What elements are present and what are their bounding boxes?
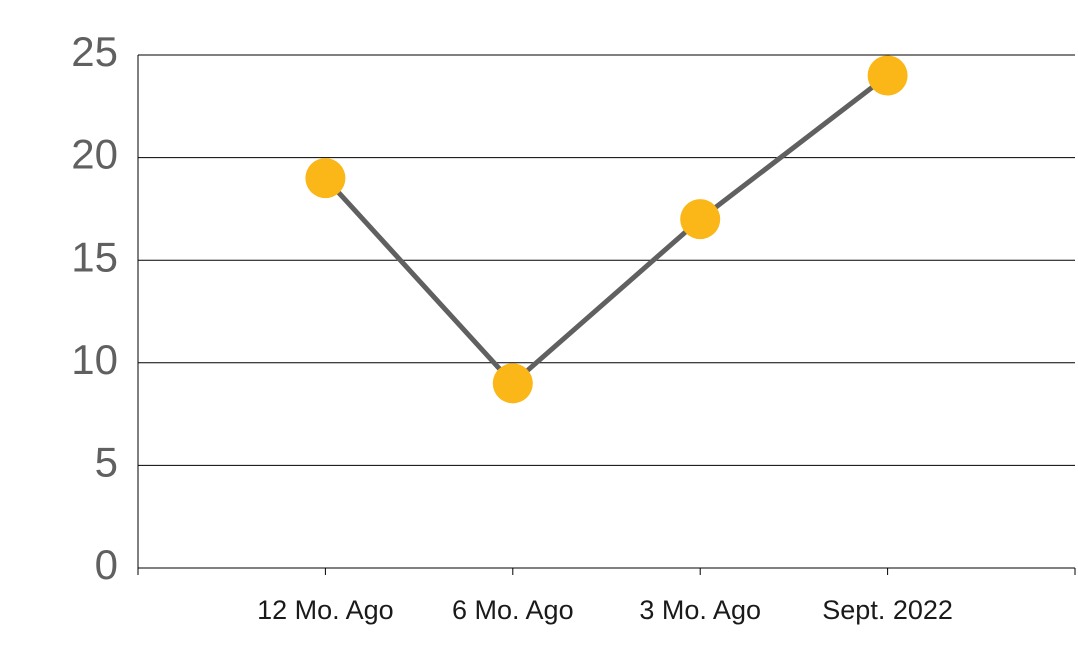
y-tick-label: 0 [95, 541, 118, 588]
y-tick-label: 5 [95, 438, 118, 485]
x-tick-label: 6 Mo. Ago [452, 595, 574, 625]
y-tick-label: 25 [71, 28, 118, 75]
y-tick-label: 10 [71, 336, 118, 383]
x-tick-label: Sept. 2022 [822, 595, 953, 625]
y-tick-label: 15 [71, 233, 118, 280]
marker [492, 363, 533, 404]
marker [680, 199, 721, 240]
line [323, 73, 890, 387]
x-tick-label: 3 Mo. Ago [639, 595, 761, 625]
marker [867, 55, 908, 96]
marker [305, 158, 346, 199]
y-tick-label: 20 [71, 131, 118, 178]
x-tick-label: 12 Mo. Ago [257, 595, 394, 625]
